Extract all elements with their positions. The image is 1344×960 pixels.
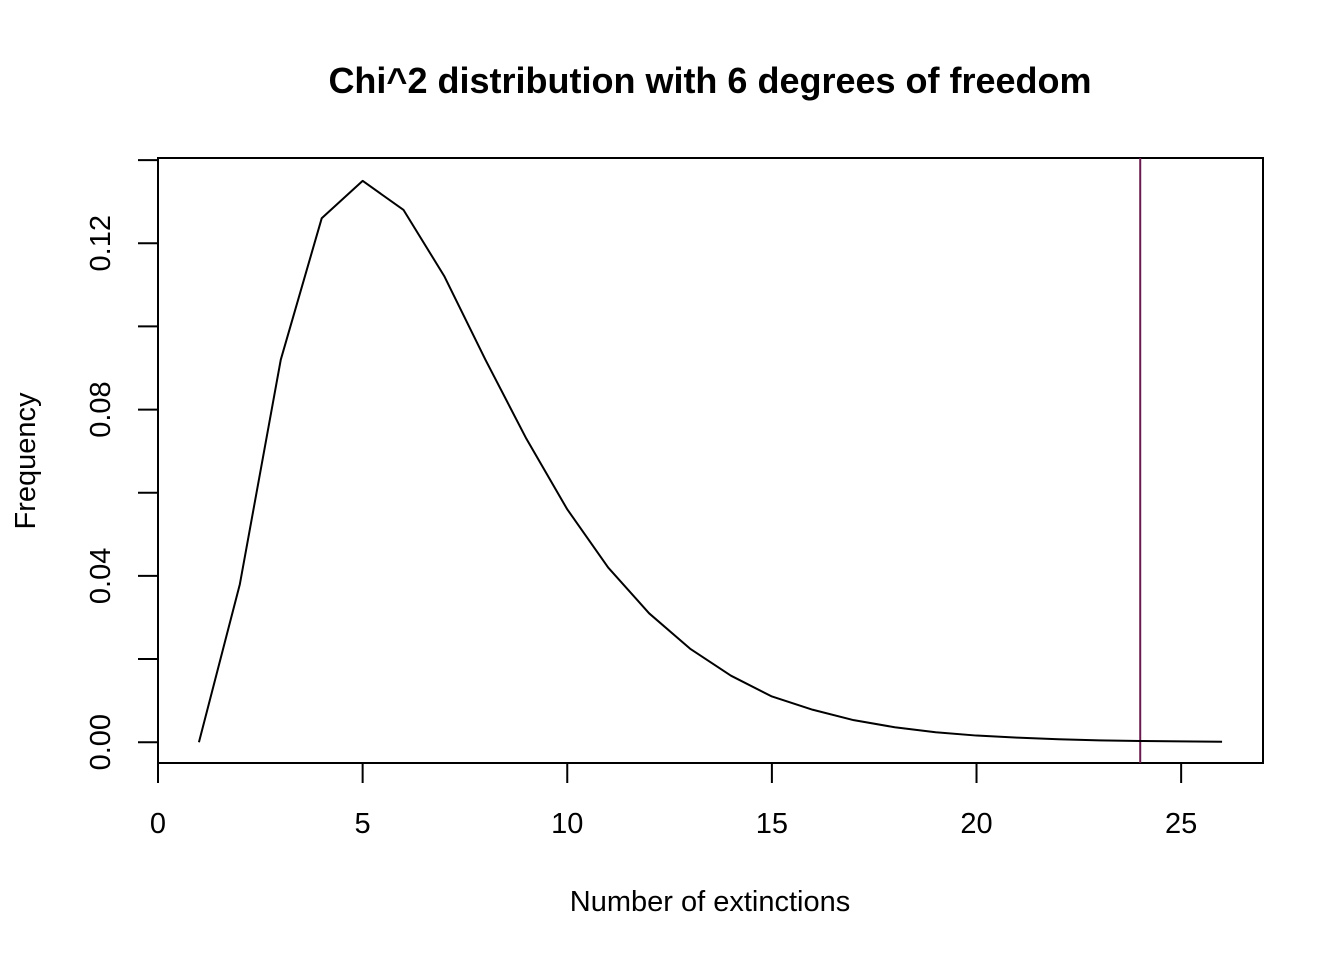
x-tick-label: 15 xyxy=(756,808,788,840)
y-tick-label: 0.12 xyxy=(85,215,117,271)
y-axis: 0.00 0.04 0.08 0.12 xyxy=(85,159,159,770)
x-tick-label: 20 xyxy=(960,808,992,840)
x-tick-label: 5 xyxy=(355,808,371,840)
series-group xyxy=(197,179,1223,743)
y-tick-label: 0.00 xyxy=(85,714,117,770)
y-tick-label: 0.04 xyxy=(85,548,117,604)
x-tick-label: 10 xyxy=(551,808,583,840)
x-tick-label: 0 xyxy=(150,808,166,840)
x-axis: 0 5 10 15 20 25 xyxy=(150,762,1197,840)
y-tick-label: 0.08 xyxy=(85,381,117,437)
plot-frame xyxy=(157,157,1264,764)
x-tick-label: 25 xyxy=(1165,808,1197,840)
y-axis-label: Frequency xyxy=(10,392,42,530)
series-line xyxy=(197,179,1223,743)
x-axis-label: Number of extinctions xyxy=(570,886,850,918)
chart-title: Chi^2 distribution with 6 degrees of fre… xyxy=(328,60,1091,101)
